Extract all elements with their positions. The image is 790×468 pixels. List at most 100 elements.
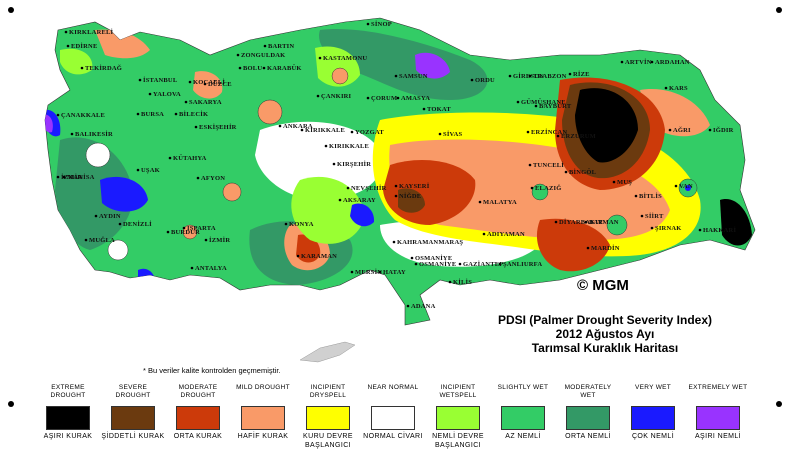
city-label: ŞIRNAK <box>655 225 681 232</box>
city-marker: DİYARBAKIR <box>554 219 603 226</box>
city-dot <box>138 78 142 82</box>
city-dot <box>478 200 482 204</box>
city-marker: VAN <box>674 183 693 190</box>
legend-turkish-label: NORMAL CİVARI <box>363 433 423 440</box>
city-label: BİLECİK <box>179 111 208 118</box>
city-dot <box>262 66 266 70</box>
city-marker: EDİRNE <box>66 43 97 50</box>
zone-extremely-wet-northwest <box>45 114 53 133</box>
city-dot <box>118 222 122 226</box>
city-dot <box>238 66 242 70</box>
legend-english-label: MILD DROUGHT <box>236 384 290 391</box>
city-label: ŞANLIURFA <box>503 261 542 268</box>
city-label: ORDU <box>475 77 495 84</box>
zone-moderately-wet-west <box>55 137 133 250</box>
city-label: İZMİR <box>209 237 230 244</box>
city-label: YALOVA <box>153 91 181 98</box>
city-label: MANİSA <box>67 174 95 181</box>
city-marker: TUNCELİ <box>528 162 564 169</box>
map-title-line-1: PDSI (Palmer Drought Severity Index) <box>497 313 713 327</box>
city-dot <box>674 184 678 188</box>
zone-moderate-drought-southeast <box>536 218 610 272</box>
city-dot <box>530 186 534 190</box>
city-marker: ÇANKIRI <box>316 93 351 100</box>
city-label: IĞDIR <box>713 126 734 134</box>
city-dot <box>80 66 84 70</box>
city-label: DİYARBAKIR <box>559 219 603 226</box>
city-marker: BİTLİS <box>634 193 662 200</box>
city-marker: HATAY <box>378 269 406 276</box>
city-marker: İZMİR <box>56 174 82 181</box>
city-dot <box>414 262 418 266</box>
city-dot <box>194 125 198 129</box>
city-labels: KIRKLARELİ EDİRNE TEKİRDAĞ İSTANBUL BARTIN ZO… <box>56 21 736 310</box>
city-marker: ŞIRNAK <box>650 225 681 232</box>
city-dot <box>318 56 322 60</box>
drought-map: KIRKLARELİ EDİRNE TEKİRDAĞ İSTANBUL BARTIN ZO… <box>44 17 756 363</box>
city-marker: KARAMAN <box>296 253 337 260</box>
legend-english-label: VERY WET <box>634 384 672 391</box>
city-dot <box>448 280 452 284</box>
city-dot <box>528 163 532 167</box>
city-dot <box>516 100 520 104</box>
city-marker: ISPARTA <box>182 225 216 232</box>
city-dot <box>346 186 350 190</box>
city-marker: SAKARYA <box>184 99 222 106</box>
city-marker: BURSA <box>136 111 164 118</box>
legend-turkish-label: ŞİDDETLİ KURAK <box>101 433 165 440</box>
city-marker: KAHRAMANMARAŞ <box>392 239 463 246</box>
city-label: İSTANBUL <box>143 77 178 84</box>
legend-turkish-label: NEMLİ DEVRE BAŞLANGICI <box>432 433 484 449</box>
city-label: BAYBURT <box>539 103 572 110</box>
city-label: TUNCELİ <box>533 162 564 169</box>
city-dot <box>470 78 474 82</box>
legend-item: NEAR NORMAL NORMAL CİVARI <box>361 384 425 441</box>
city-dot <box>296 254 300 258</box>
city-dot <box>410 256 414 260</box>
city-marker: KIRIKKALE <box>324 143 369 150</box>
city-marker: NEVŞEHİR <box>346 185 386 192</box>
city-dot <box>664 86 668 90</box>
legend-turkish-label: AŞIRI KURAK <box>43 433 93 440</box>
city-dot <box>148 92 152 96</box>
city-marker: ARTVİN <box>620 59 652 66</box>
city-label: İZMİR <box>61 174 82 181</box>
city-dot <box>350 270 354 274</box>
blob-ankara-white <box>257 99 283 125</box>
city-label: BİNGÖL <box>569 169 597 176</box>
copyright-label: © MGM <box>577 277 629 294</box>
zone-incipient-wetspell-north <box>315 46 360 87</box>
blob-kastamonu-salmon <box>331 67 349 85</box>
city-marker: RİZE <box>568 71 590 78</box>
city-dot <box>640 214 644 218</box>
legend-color-swatch <box>241 406 285 430</box>
zone-extreme-drought-hakkari <box>720 199 752 246</box>
city-label: EDİRNE <box>71 43 97 50</box>
city-marker: MUĞLA <box>84 236 115 244</box>
city-marker: TOKAT <box>422 106 451 113</box>
city-dot <box>136 112 140 116</box>
blob-siirt-green <box>606 214 628 236</box>
city-marker: SİNOP <box>366 21 392 28</box>
map-title-line-2: 2012 Ağustos Ayı <box>555 327 655 341</box>
city-label: SAKARYA <box>189 99 222 106</box>
city-label: HAKKARİ <box>703 227 736 234</box>
city-label: KAHRAMANMARAŞ <box>397 239 463 246</box>
city-label: KOCAELİ <box>193 79 225 86</box>
legend-item: INCIPIENT DRYSPELL KURU DEVRE BAŞLANGICI <box>296 384 360 450</box>
city-label: SİVAS <box>443 131 462 138</box>
city-marker: KOCAELİ <box>188 79 225 86</box>
city-dot <box>668 128 672 132</box>
legend-item: MODERATELY WET ORTA NEMLİ <box>556 384 620 441</box>
city-label: GÜMÜŞHANE <box>521 99 566 106</box>
city-label: KASTAMONU <box>323 55 367 62</box>
city-marker: ŞANLIURFA <box>498 261 542 268</box>
city-marker: KARS <box>664 85 688 92</box>
city-marker: ORDU <box>470 77 495 84</box>
legend-color-swatch <box>566 406 610 430</box>
city-marker: DENİZLİ <box>118 221 152 228</box>
city-dot <box>394 74 398 78</box>
city-label: KİLİS <box>453 279 472 286</box>
legend-turkish-label: ORTA KURAK <box>173 433 223 440</box>
city-marker: HAKKARİ <box>698 227 736 234</box>
